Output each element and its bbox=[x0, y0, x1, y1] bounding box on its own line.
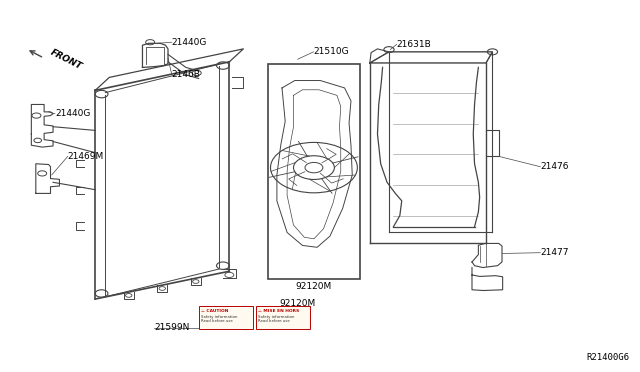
Bar bbox=[256, 307, 310, 329]
Text: 2146B: 2146B bbox=[172, 70, 201, 79]
Bar bbox=[268, 64, 360, 279]
Text: ⚠ MISE EN HORS: ⚠ MISE EN HORS bbox=[258, 310, 300, 314]
Text: R21400G6: R21400G6 bbox=[587, 353, 630, 362]
Text: Safety information
Read before use: Safety information Read before use bbox=[200, 315, 237, 323]
Text: 92120M: 92120M bbox=[296, 282, 332, 291]
Text: 21631B: 21631B bbox=[397, 40, 431, 49]
Text: 21469M: 21469M bbox=[68, 152, 104, 161]
Text: 92120M: 92120M bbox=[280, 299, 316, 308]
Bar bbox=[198, 307, 253, 329]
Text: 21440G: 21440G bbox=[55, 109, 90, 118]
Text: Safety information
Read before use: Safety information Read before use bbox=[258, 315, 294, 323]
Text: 21599N: 21599N bbox=[154, 323, 189, 332]
Text: 21440G: 21440G bbox=[172, 38, 207, 47]
Text: 21476: 21476 bbox=[540, 162, 569, 171]
Text: FRONT: FRONT bbox=[49, 48, 83, 72]
Text: ⚠ CAUTION: ⚠ CAUTION bbox=[200, 310, 228, 314]
Text: 21510G: 21510G bbox=[314, 47, 349, 56]
Text: 21477: 21477 bbox=[540, 248, 569, 257]
